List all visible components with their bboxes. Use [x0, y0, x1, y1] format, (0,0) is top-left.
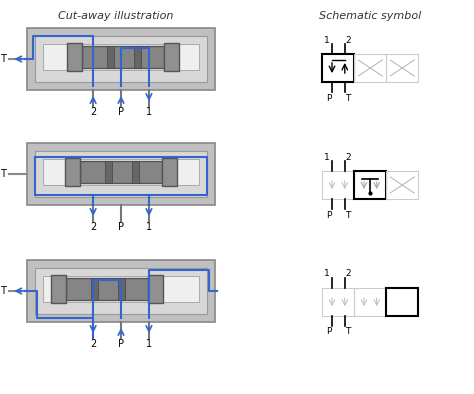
Bar	[80, 161, 162, 183]
Text: 1: 1	[324, 35, 330, 45]
Text: P: P	[326, 93, 332, 102]
Bar	[322, 171, 355, 199]
Bar	[386, 288, 418, 316]
Text: Schematic symbol: Schematic symbol	[319, 11, 421, 21]
Bar	[386, 171, 418, 199]
Text: P: P	[118, 339, 124, 349]
Bar	[322, 288, 355, 316]
Text: 2: 2	[345, 269, 351, 279]
Text: 1: 1	[324, 269, 330, 279]
Text: 2: 2	[90, 222, 96, 232]
Bar	[118, 278, 125, 300]
Text: 2: 2	[90, 339, 96, 349]
Text: 1: 1	[324, 152, 330, 162]
Bar	[43, 44, 199, 70]
Text: P: P	[118, 107, 124, 117]
Text: 1: 1	[146, 222, 152, 232]
Bar	[355, 171, 386, 199]
Text: P: P	[326, 327, 332, 336]
Bar	[43, 276, 199, 302]
Bar	[355, 288, 386, 316]
Text: 2: 2	[345, 35, 351, 45]
Bar	[35, 151, 207, 197]
Text: P: P	[118, 222, 124, 232]
Bar	[27, 260, 215, 322]
Text: 1: 1	[146, 339, 152, 349]
Bar	[67, 43, 82, 71]
Text: P: P	[326, 210, 332, 219]
Bar	[105, 161, 112, 183]
Bar	[134, 46, 141, 68]
Bar	[91, 278, 98, 300]
Text: T: T	[0, 54, 6, 64]
Bar	[132, 161, 139, 183]
Bar	[43, 159, 199, 185]
Text: T: T	[0, 286, 6, 296]
Bar	[66, 278, 148, 300]
Bar	[164, 43, 179, 71]
Bar	[27, 143, 215, 205]
Bar	[148, 275, 163, 303]
Bar	[65, 158, 80, 186]
Bar	[35, 268, 207, 314]
Bar	[82, 46, 164, 68]
Bar	[51, 275, 66, 303]
Bar	[355, 54, 386, 82]
Bar	[322, 54, 355, 82]
Bar	[107, 46, 114, 68]
Text: T: T	[345, 327, 350, 336]
Text: 2: 2	[345, 152, 351, 162]
Bar	[162, 158, 177, 186]
Text: T: T	[0, 169, 6, 179]
Bar	[35, 36, 207, 82]
Text: Cut-away illustration: Cut-away illustration	[58, 11, 174, 21]
Text: T: T	[345, 93, 350, 102]
Bar	[27, 28, 215, 90]
Bar	[386, 54, 418, 82]
Text: T: T	[345, 210, 350, 219]
Text: 2: 2	[90, 107, 96, 117]
Text: 1: 1	[146, 107, 152, 117]
